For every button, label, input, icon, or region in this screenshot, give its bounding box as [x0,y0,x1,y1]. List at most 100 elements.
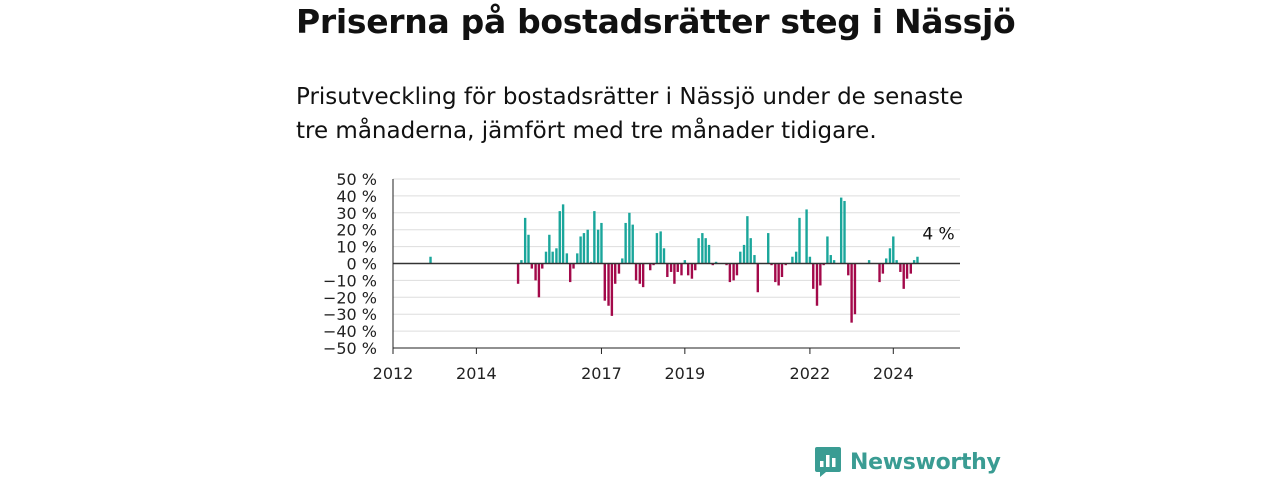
bar [767,233,770,264]
bar [895,260,898,264]
bar [707,244,711,264]
bar [843,200,846,264]
bar [780,263,784,278]
bar [808,256,812,264]
y-tick-label: 10 % [336,238,377,257]
bar [628,212,631,264]
bar [839,197,843,264]
bar [429,256,432,264]
bar [805,209,808,264]
bar [683,260,687,264]
x-tick-label: 2019 [664,364,705,383]
bar [732,263,735,281]
bar [579,236,582,264]
bar [784,263,787,266]
bar [728,263,732,283]
brand-logo: Newsworthy [814,444,1001,480]
x-tick-label: 2012 [373,364,414,383]
bar [621,258,624,264]
axes [392,179,960,354]
newsworthy-logo-icon [815,447,841,477]
y-tick-label: 50 % [336,170,377,189]
bar [756,263,759,293]
bar [666,263,669,278]
bar [641,263,645,288]
bars [429,197,919,323]
bar [600,222,603,264]
bar [561,204,565,264]
bar [523,217,527,264]
bar [659,231,662,264]
bar [631,224,634,264]
bar [853,263,857,315]
y-tick-label: 20 % [336,221,377,240]
bar [558,211,561,264]
bar [697,238,700,264]
bar [520,260,523,264]
annotations: 4 % [922,225,954,245]
bar [815,263,819,306]
bar [878,263,881,283]
bar [614,263,617,284]
y-tick-label: −20 % [323,288,377,307]
bar [534,263,537,281]
bar [746,216,749,264]
bar [899,263,902,272]
bar [530,263,534,269]
bar [638,263,642,284]
bar [774,263,777,283]
bar [902,263,905,289]
bar [603,263,606,301]
bar [753,255,756,264]
bar [596,229,600,264]
bar [905,263,909,279]
bar [850,263,853,323]
bar [867,260,871,264]
bar [770,263,773,266]
bar [791,256,794,264]
bar [555,248,558,264]
y-tick-label: −10 % [323,271,377,290]
bar [819,263,822,286]
bar [826,236,829,264]
bar [527,234,530,264]
bar [551,251,554,264]
bar [655,233,659,264]
bar [544,251,548,264]
bar [749,238,752,264]
bar [669,263,673,272]
bar [662,248,666,264]
bar [607,263,610,306]
bar [829,255,832,264]
bar [624,222,627,264]
bar [548,234,551,264]
bar [576,253,579,264]
y-tick-label: 30 % [336,204,377,223]
y-axis-labels: 50 %40 %30 %20 %10 %0 %−10 %−20 %−30 %−4… [323,170,377,358]
x-tick-label: 2022 [790,364,831,383]
bar [711,263,714,266]
bar [832,260,836,264]
bar [892,236,895,264]
bar [690,263,694,279]
bar [881,263,885,274]
y-tick-label: −50 % [323,339,377,358]
chart-subtitle: Prisutveckling för bostadsrätter i Nässj… [296,84,964,144]
x-tick-label: 2024 [873,364,914,383]
bar [694,263,697,271]
bar [739,251,742,264]
bar [735,263,739,276]
bar [565,253,569,264]
bar [673,263,676,284]
bar [568,263,572,283]
bar [572,263,575,269]
bar [909,263,913,274]
bar [912,260,916,264]
bar [798,217,801,264]
x-tick-label: 2014 [456,364,497,383]
bar [593,211,596,264]
bar [680,263,683,276]
value-annotation: 4 % [922,225,954,245]
bar [537,263,541,298]
